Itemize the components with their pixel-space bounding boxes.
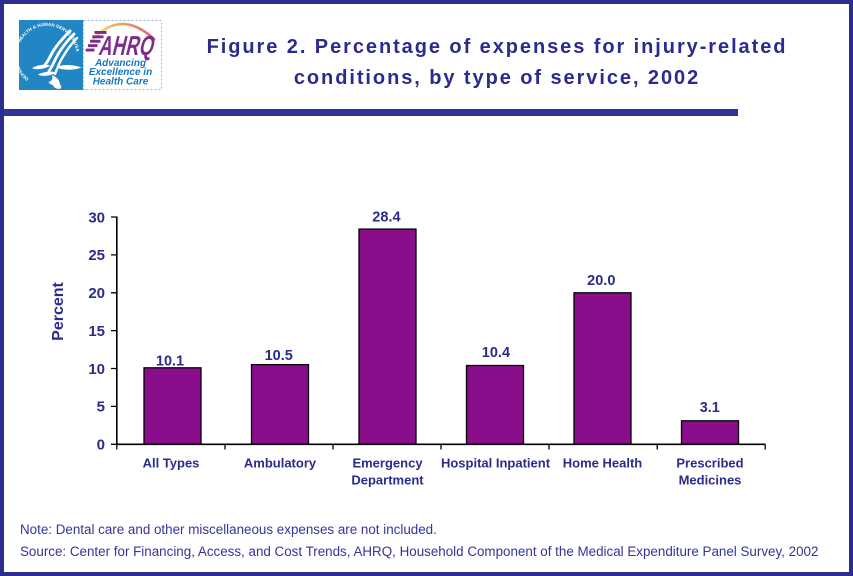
svg-text:20: 20 xyxy=(88,285,105,302)
svg-text:25: 25 xyxy=(88,247,105,264)
svg-text:3.1: 3.1 xyxy=(700,400,720,416)
svg-text:10: 10 xyxy=(88,361,105,378)
svg-text:Hospital Inpatient: Hospital Inpatient xyxy=(441,456,551,471)
svg-text:Percent: Percent xyxy=(50,281,67,340)
svg-text:AHRQ: AHRQ xyxy=(96,31,158,62)
svg-text:15: 15 xyxy=(88,323,105,340)
svg-text:10.4: 10.4 xyxy=(482,345,510,361)
svg-text:All Types: All Types xyxy=(143,456,200,471)
svg-text:Ambulatory: Ambulatory xyxy=(244,456,317,471)
svg-text:0: 0 xyxy=(97,437,105,454)
svg-text:Medicines: Medicines xyxy=(679,473,742,488)
svg-text:Department: Department xyxy=(351,473,424,488)
svg-text:5: 5 xyxy=(97,399,105,416)
svg-text:30: 30 xyxy=(88,209,105,226)
svg-text:10.1: 10.1 xyxy=(156,353,184,369)
svg-text:Advancing: Advancing xyxy=(94,58,146,69)
svg-text:20.0: 20.0 xyxy=(587,273,615,289)
svg-text:Health Care: Health Care xyxy=(93,77,149,88)
svg-text:Home Health: Home Health xyxy=(563,456,643,471)
svg-text:10.5: 10.5 xyxy=(265,348,293,364)
svg-text:Excellence in: Excellence in xyxy=(89,67,152,78)
svg-text:28.4: 28.4 xyxy=(372,209,400,225)
svg-text:Emergency: Emergency xyxy=(352,456,423,471)
svg-text:Prescribed: Prescribed xyxy=(676,456,743,471)
